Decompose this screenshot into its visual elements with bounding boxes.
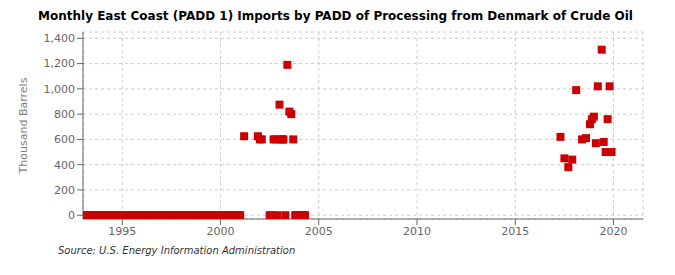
svg-text:1,000: 1,000 [44, 83, 76, 96]
svg-text:400: 400 [54, 159, 75, 172]
svg-text:2020: 2020 [600, 225, 628, 238]
svg-text:1995: 1995 [108, 225, 136, 238]
svg-text:2010: 2010 [403, 225, 431, 238]
html-text:Source: U.S. Energy Informatio: Source: U.S. Energy Information Administ… [58, 245, 296, 256]
svg-text:1,400: 1,400 [44, 32, 76, 45]
svg-text:2005: 2005 [305, 225, 333, 238]
svg-text:0: 0 [68, 209, 75, 222]
svg-text:800: 800 [54, 108, 75, 121]
svg-text:600: 600 [54, 133, 75, 146]
svg-text:200: 200 [54, 184, 75, 197]
html-text:Monthly East Coast (PADD 1) Im: Monthly East Coast (PADD 1) Imports by P… [38, 9, 633, 23]
svg-text:1,200: 1,200 [44, 57, 76, 70]
svg-text:2015: 2015 [501, 225, 529, 238]
svg-text:2000: 2000 [207, 225, 235, 238]
svg-text:Thousand Barrels: Thousand Barrels [17, 77, 30, 174]
